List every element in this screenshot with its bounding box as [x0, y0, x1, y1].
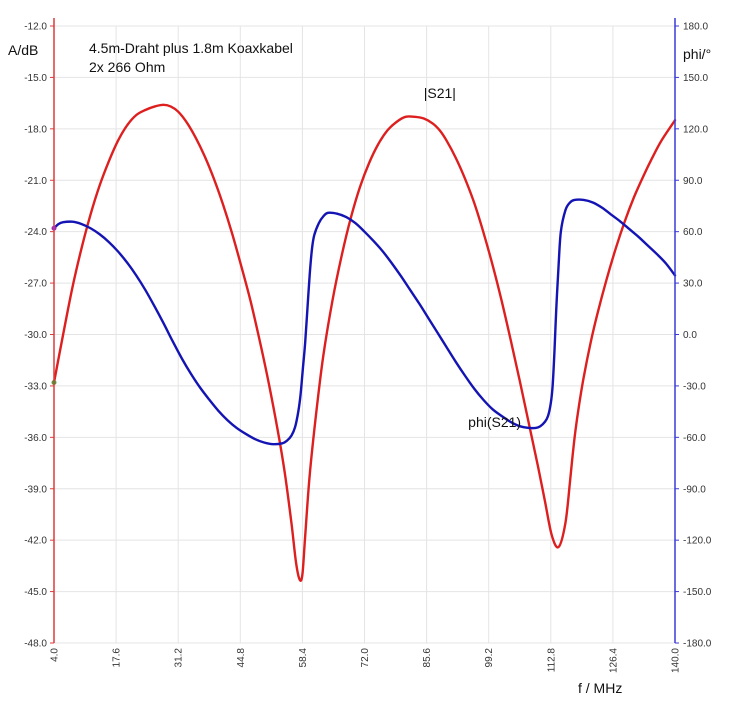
annotations: |S21| phi(S21)	[424, 85, 521, 430]
x-tick-label: 99.2	[484, 648, 495, 668]
right-y-tick-label: 30.0	[683, 279, 703, 290]
x-tick-label: 140.0	[671, 648, 682, 673]
x-tick-label: 112.8	[546, 648, 557, 673]
right-y-tick-label: 90.0	[683, 176, 703, 187]
right-y-tick-label: -60.0	[683, 433, 706, 444]
right-y-tick-label: -30.0	[683, 381, 706, 392]
right-y-tick-label: 60.0	[683, 227, 703, 238]
series-line-s21	[52, 103, 677, 582]
tick-labels: 4.0 17.6 31.2 44.8 58.4 72.0 85.6 99.2 112.8 126.…	[24, 22, 712, 674]
left-y-tick-label: -18.0	[24, 124, 47, 135]
left-y-tick-label: -33.0	[24, 381, 47, 392]
grid	[53, 25, 676, 644]
right-y-tick-label: 150.0	[683, 73, 708, 84]
x-tick-label: 72.0	[360, 648, 371, 668]
x-tick-label: 4.0	[50, 648, 61, 662]
chart-title-line-1: 4.5m-Draht plus 1.8m Koaxkabel	[89, 40, 293, 56]
right-y-tick-label: 120.0	[683, 124, 708, 135]
x-tick-label: 44.8	[236, 648, 247, 668]
series-layer	[51, 103, 677, 582]
left-y-tick-label: -30.0	[24, 330, 47, 341]
left-axis-label: A/dB	[8, 42, 38, 58]
chart-title-line-2: 2x 266 Ohm	[89, 59, 165, 75]
left-y-tick-label: -15.0	[24, 73, 47, 84]
left-y-tick-label: -27.0	[24, 279, 47, 290]
x-tick-label: 31.2	[174, 648, 185, 668]
x-axis-label: f / MHz	[578, 680, 622, 696]
left-y-tick-label: -21.0	[24, 176, 47, 187]
right-axis-label: phi/°	[683, 46, 711, 62]
series-annotation: |S21|	[424, 85, 456, 101]
right-y-tick-label: -180.0	[683, 639, 712, 650]
x-tick-label: 17.6	[112, 648, 123, 668]
right-y-tick-label: -150.0	[683, 587, 712, 598]
left-y-tick-label: -36.0	[24, 433, 47, 444]
x-tick-label: 126.4	[608, 648, 619, 673]
left-y-tick-label: -39.0	[24, 484, 47, 495]
right-y-tick-label: -90.0	[683, 484, 706, 495]
left-y-tick-label: -45.0	[24, 587, 47, 598]
left-y-tick-label: -48.0	[24, 639, 47, 650]
left-y-tick-label: -12.0	[24, 22, 47, 33]
x-tick-label: 85.6	[422, 648, 433, 668]
right-y-tick-label: 180.0	[683, 22, 708, 33]
left-y-tick-label: -24.0	[24, 227, 47, 238]
right-y-tick-label: 0.0	[683, 330, 697, 341]
left-y-tick-label: -42.0	[24, 536, 47, 547]
x-tick-label: 58.4	[298, 648, 309, 668]
series-annotation: phi(S21)	[468, 414, 521, 430]
series-line-phi	[52, 198, 677, 446]
right-y-tick-label: -120.0	[683, 536, 712, 547]
